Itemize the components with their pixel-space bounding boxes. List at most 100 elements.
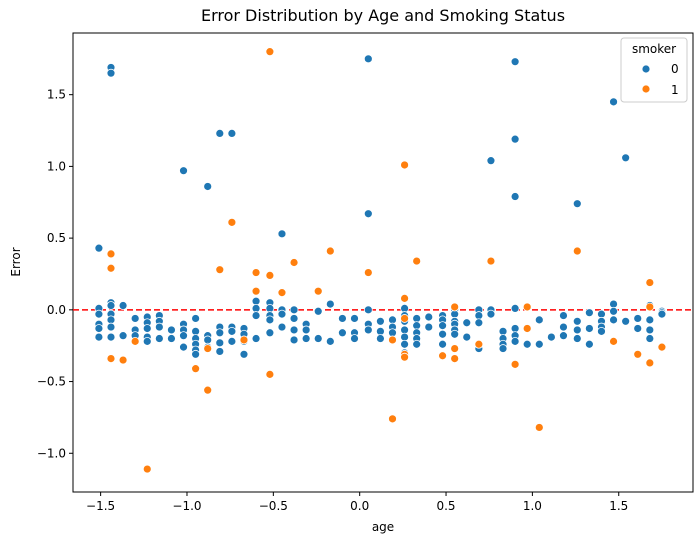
data-point-smoker-0 [657, 309, 667, 319]
data-point-smoker-1 [633, 349, 643, 359]
data-point-smoker-0 [215, 347, 225, 356]
data-point-smoker-1 [325, 246, 335, 256]
data-point-smoker-1 [400, 314, 409, 323]
data-point-smoker-0 [118, 301, 128, 310]
data-point-smoker-0 [239, 349, 249, 359]
data-point-smoker-1 [251, 268, 261, 277]
data-point-smoker-0 [106, 301, 116, 310]
data-point-smoker-0 [546, 332, 556, 342]
data-point-smoker-1 [645, 358, 655, 368]
data-point-smoker-1 [522, 302, 532, 312]
plot-area: −1.5 −1.0 −0.5 0.0 0.5 1.0 1.5 −1.0 −0.5 0.0 0.5 1… [37, 32, 694, 513]
legend-marker-0 [641, 64, 651, 74]
data-point-smoker-0 [572, 316, 582, 326]
data-point-smoker-0 [609, 315, 618, 325]
data-point-smoker-1 [609, 336, 618, 346]
data-point-smoker-0 [191, 349, 201, 359]
x-tick-label: −0.5 [259, 499, 288, 513]
data-point-smoker-0 [400, 339, 409, 349]
data-point-smoker-0 [203, 182, 213, 191]
data-point-smoker-0 [191, 314, 201, 323]
y-tick-label: 1.0 [47, 159, 66, 173]
x-tick-label: 0.0 [350, 499, 369, 513]
points-layer [94, 47, 667, 474]
data-point-smoker-0 [510, 57, 520, 67]
data-point-smoker-0 [621, 153, 631, 163]
data-point-smoker-0 [486, 309, 496, 319]
data-point-smoker-1 [486, 256, 496, 266]
data-point-smoker-1 [203, 344, 213, 353]
data-point-smoker-1 [106, 354, 116, 364]
data-point-smoker-1 [400, 160, 409, 170]
data-point-smoker-1 [412, 256, 422, 266]
data-point-smoker-1 [215, 265, 225, 275]
data-point-smoker-0 [289, 314, 299, 323]
data-point-smoker-0 [462, 318, 472, 328]
data-point-smoker-0 [572, 325, 582, 335]
data-point-smoker-1 [277, 288, 287, 298]
data-point-smoker-0 [289, 325, 299, 335]
data-point-smoker-1 [534, 423, 544, 432]
data-point-smoker-0 [363, 305, 373, 315]
data-point-smoker-0 [265, 315, 275, 325]
data-point-smoker-0 [251, 311, 261, 320]
data-point-smoker-0 [118, 331, 128, 341]
data-point-smoker-0 [325, 336, 335, 346]
data-point-smoker-1 [130, 336, 140, 346]
data-point-smoker-0 [313, 306, 323, 316]
data-point-smoker-1 [388, 335, 397, 345]
data-point-smoker-0 [338, 314, 347, 323]
data-point-smoker-1 [142, 464, 152, 474]
legend-label-0: 0 [671, 62, 679, 76]
data-point-smoker-1 [388, 414, 397, 424]
data-point-smoker-0 [376, 334, 385, 343]
data-point-smoker-0 [498, 344, 508, 353]
data-point-smoker-1 [118, 355, 128, 365]
data-point-smoker-0 [94, 243, 104, 253]
data-point-smoker-1 [313, 286, 323, 296]
data-point-smoker-1 [474, 339, 484, 349]
data-point-smoker-0 [350, 314, 359, 323]
data-point-smoker-0 [363, 209, 373, 219]
data-point-smoker-0 [142, 324, 152, 333]
data-point-smoker-1 [450, 354, 460, 364]
data-point-smoker-0 [645, 325, 655, 335]
data-point-smoker-0 [277, 309, 287, 319]
y-tick-label: 0.0 [47, 303, 66, 317]
data-point-smoker-0 [301, 325, 311, 335]
data-point-smoker-0 [313, 334, 323, 343]
data-point-smoker-0 [584, 308, 594, 318]
data-point-smoker-1 [510, 359, 520, 369]
data-point-smoker-1 [251, 286, 261, 296]
legend-box [620, 37, 688, 103]
data-point-smoker-0 [277, 322, 287, 332]
data-point-smoker-0 [584, 339, 594, 349]
data-point-smoker-0 [584, 324, 594, 333]
plot-frame [72, 32, 694, 493]
data-point-smoker-1 [400, 352, 409, 362]
data-point-smoker-0 [559, 311, 568, 320]
data-point-smoker-0 [510, 134, 520, 144]
data-point-smoker-0 [572, 334, 582, 343]
data-point-smoker-0 [106, 68, 116, 78]
data-point-smoker-0 [559, 322, 568, 332]
data-point-smoker-0 [289, 305, 299, 315]
data-point-smoker-0 [609, 306, 618, 316]
data-point-smoker-0 [462, 332, 472, 342]
y-tick-label: −1.0 [37, 446, 66, 460]
data-point-smoker-0 [363, 325, 373, 335]
data-point-smoker-0 [609, 97, 618, 107]
data-point-smoker-0 [534, 315, 544, 325]
data-point-smoker-0 [325, 299, 335, 309]
x-axis-label: age [372, 520, 394, 534]
legend: smoker 0 1 [620, 37, 688, 103]
data-point-smoker-0 [633, 324, 643, 333]
x-tick-label: 0.5 [436, 499, 455, 513]
data-point-smoker-1 [265, 369, 275, 379]
data-point-smoker-0 [215, 129, 225, 138]
data-point-smoker-0 [167, 325, 176, 335]
x-tick-label: −1.5 [86, 499, 115, 513]
data-point-smoker-0 [277, 229, 287, 239]
y-axis-label: Error [9, 247, 23, 276]
